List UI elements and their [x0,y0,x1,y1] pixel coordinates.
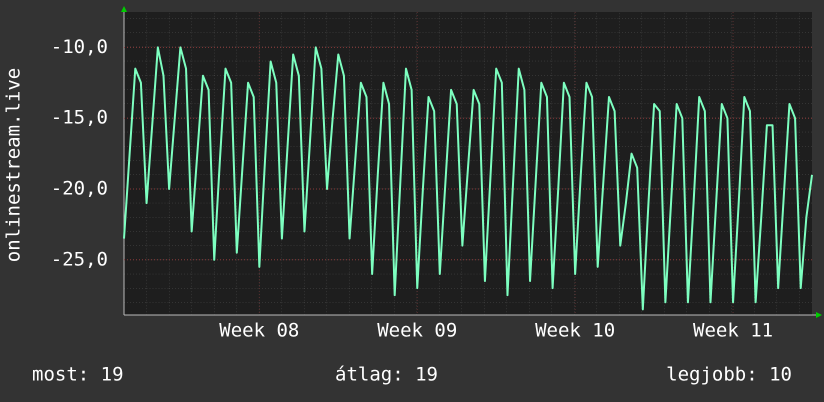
x-tick-label: Week 08 [219,320,299,342]
data-line [123,46,813,311]
legend-entry: legjobb: 10 [666,364,792,386]
y-tick-label: -20,0 [51,177,108,199]
y-tick-label: -25,0 [51,248,108,270]
y-tick-label: -15,0 [51,107,108,129]
y-axis-label: onlinestream.live [3,68,25,262]
x-tick-label: Week 11 [693,320,773,342]
x-tick-label: Week 10 [535,320,615,342]
x-tick-label: Week 09 [377,320,457,342]
y-tick-label: -10,0 [51,36,108,58]
x-arrow [816,312,822,318]
legend-entry: most: 19 [32,364,124,386]
legend: most: 19 átlag: 19 legjobb: 10 [32,364,792,386]
legend-entry: átlag: 19 [335,364,438,386]
y-arrow [121,6,127,12]
